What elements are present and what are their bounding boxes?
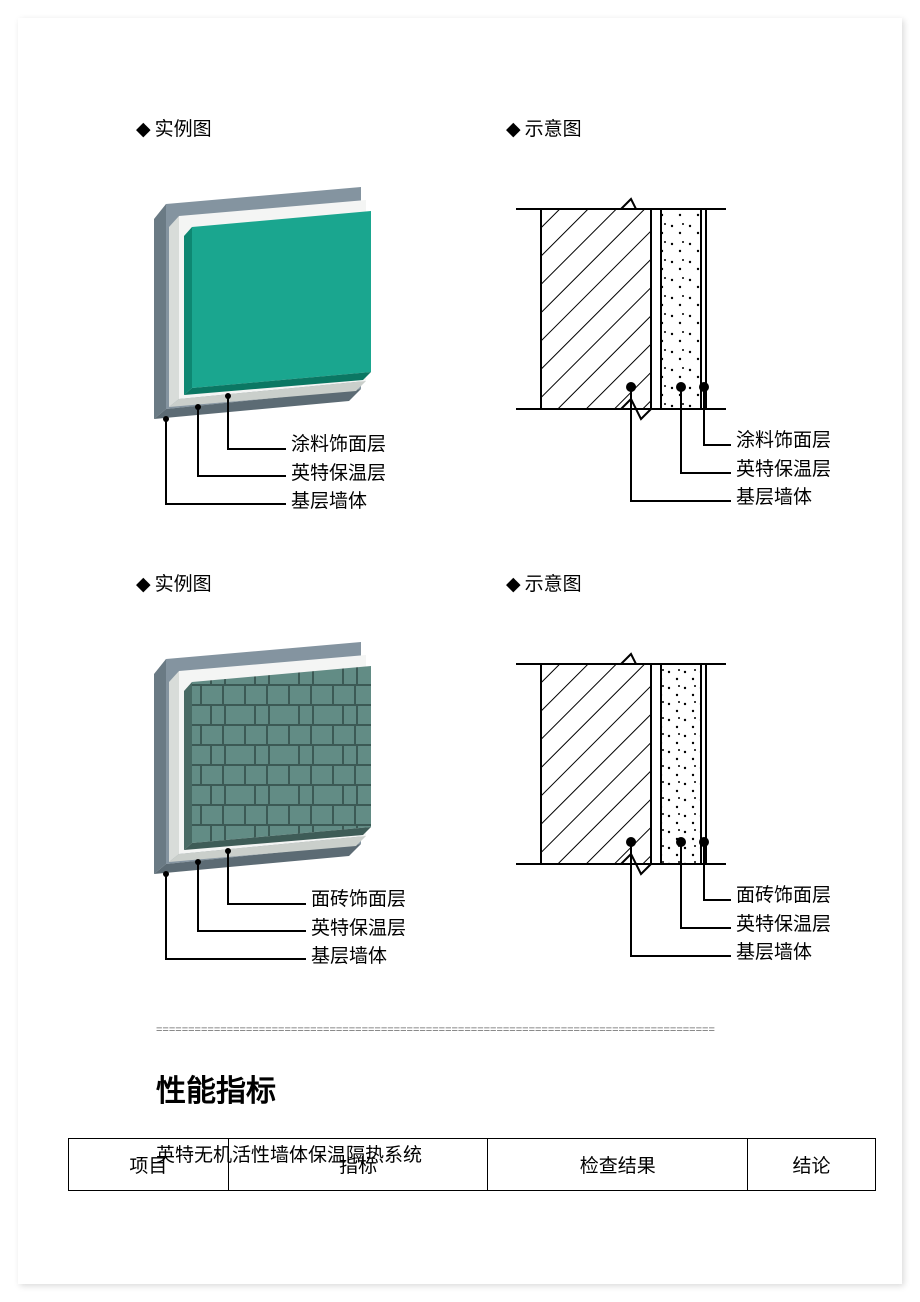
content-area: ◆实例图 (136, 114, 856, 1185)
layer-label: 英特保温层 (736, 911, 831, 940)
spec-table: 项目 指标 检查结果 结论 (68, 1138, 876, 1191)
table-header: 指标 (228, 1139, 488, 1191)
layer-label: 面砖饰面层 (736, 882, 831, 911)
bullet-icon: ◆ (136, 573, 151, 596)
layer-label: 英特保温层 (291, 460, 386, 489)
schematic-svg-1: 涂料饰面层 英特保温层 基层墙体 (506, 149, 856, 509)
diagram-row-1: ◆实例图 (136, 114, 856, 509)
diagram-row-2: ◆实例图 (136, 569, 856, 964)
label-group: 面砖饰面层 英特保温层 基层墙体 (311, 886, 406, 972)
diagram-title: ◆示意图 (506, 569, 856, 596)
section-divider: ========================================… (156, 1024, 856, 1036)
layer-label: 英特保温层 (311, 915, 406, 944)
diagram-title: ◆实例图 (136, 114, 476, 141)
table-header: 项目 (69, 1139, 229, 1191)
label-group: 涂料饰面层 英特保温层 基层墙体 (291, 431, 386, 517)
label-group: 面砖饰面层 英特保温层 基层墙体 (736, 882, 831, 968)
diagram-title: ◆实例图 (136, 569, 476, 596)
example-diagram-2: ◆实例图 (136, 569, 476, 964)
bullet-icon: ◆ (506, 118, 521, 141)
isometric-svg-2: 面砖饰面层 英特保温层 基层墙体 (136, 604, 456, 964)
layer-label: 基层墙体 (736, 484, 831, 513)
layer-label: 基层墙体 (291, 488, 386, 517)
example-diagram-1: ◆实例图 (136, 114, 476, 509)
table-header: 检查结果 (488, 1139, 748, 1191)
table-header: 结论 (748, 1139, 876, 1191)
bullet-icon: ◆ (506, 573, 521, 596)
layer-label: 基层墙体 (311, 943, 406, 972)
label-group: 涂料饰面层 英特保温层 基层墙体 (736, 427, 831, 513)
layer-label: 面砖饰面层 (311, 886, 406, 915)
layer-label: 英特保温层 (736, 456, 831, 485)
title-text: 实例图 (155, 119, 212, 140)
section-heading: 性能指标 (156, 1066, 856, 1110)
isometric-svg-1: 涂料饰面层 英特保温层 基层墙体 (136, 149, 456, 509)
table-header-row: 项目 指标 检查结果 结论 (69, 1139, 876, 1191)
title-text: 示意图 (525, 574, 582, 595)
layer-label: 涂料饰面层 (291, 431, 386, 460)
schematic-diagram-2: ◆示意图 (506, 569, 856, 964)
layer-label: 基层墙体 (736, 939, 831, 968)
schematic-svg-2: 面砖饰面层 英特保温层 基层墙体 (506, 604, 856, 964)
title-text: 示意图 (525, 119, 582, 140)
schematic-diagram-1: ◆示意图 (506, 114, 856, 509)
title-text: 实例图 (155, 574, 212, 595)
page-container: ◆实例图 (18, 18, 902, 1284)
diagram-title: ◆示意图 (506, 114, 856, 141)
layer-label: 涂料饰面层 (736, 427, 831, 456)
bullet-icon: ◆ (136, 118, 151, 141)
